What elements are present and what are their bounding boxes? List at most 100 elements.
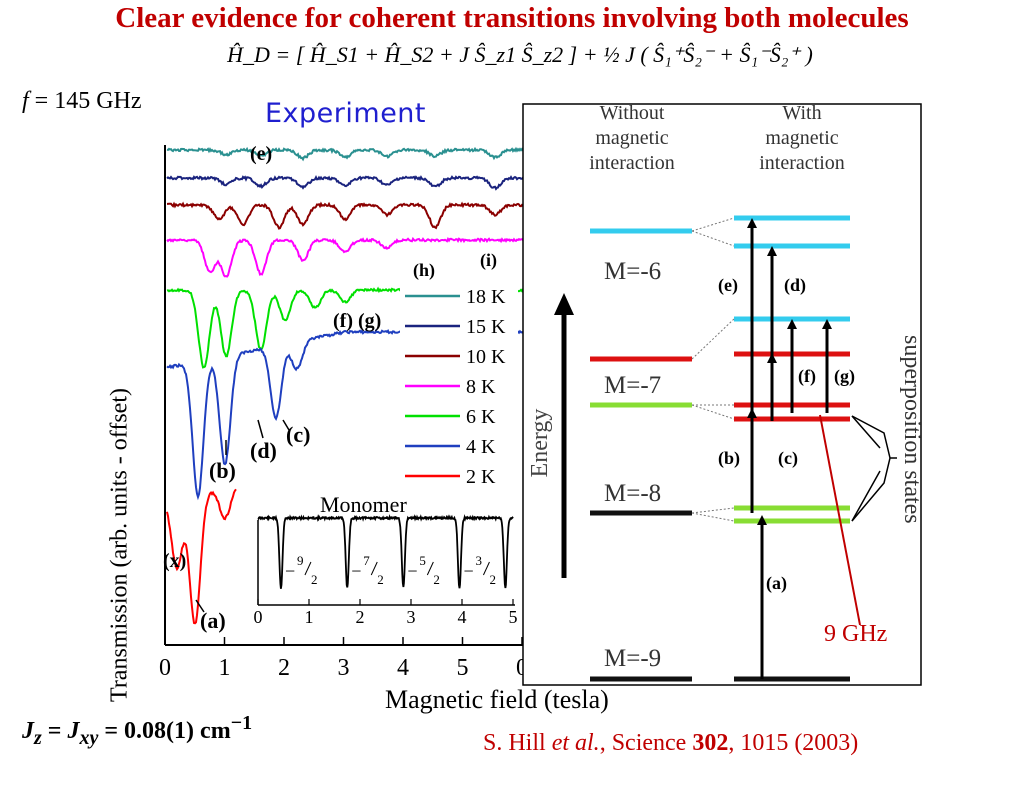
inset-dip-den: 2 xyxy=(489,572,496,587)
coupling-eq: = xyxy=(41,718,68,744)
annotation-h: (h) xyxy=(413,260,435,281)
annotation-d: (d) xyxy=(250,438,277,463)
experiment-label: Experiment xyxy=(265,98,427,129)
ghz-label: 9 GHz xyxy=(824,621,887,647)
transition-arrowhead xyxy=(757,515,767,525)
x-tick-label: 4 xyxy=(397,655,409,681)
superposition-brace-top xyxy=(851,415,897,522)
curve-10k xyxy=(167,201,526,230)
jz-symbol: J xyxy=(22,718,34,744)
column-label-line: With xyxy=(782,103,821,124)
inset-dip-label: − xyxy=(351,561,361,581)
citation-author: S. Hill xyxy=(483,730,552,756)
inset-dip-label: − xyxy=(407,561,417,581)
jz-subscript: z xyxy=(34,726,42,749)
level-connector xyxy=(691,318,735,360)
inset-x-tick-label: 4 xyxy=(458,607,467,627)
column-label-line: interaction xyxy=(589,152,675,174)
annotation-a: (a) xyxy=(200,608,226,633)
curve-2k xyxy=(166,488,237,625)
transition-arrows: (e) (d) (f) (g) (b) (c) (a) xyxy=(718,218,855,679)
jxy-symbol: J xyxy=(67,718,80,744)
transition-label: (e) xyxy=(718,275,738,296)
transition-arrowhead xyxy=(747,218,757,228)
legend-bg xyxy=(400,282,518,306)
energy-label: Energy xyxy=(527,409,553,478)
level-connector xyxy=(691,217,735,232)
citation-rest: , 1015 (2003) xyxy=(728,730,859,756)
legend-label: 2 K xyxy=(466,466,496,488)
inset-dip-slash xyxy=(482,561,490,576)
legend-label: 6 K xyxy=(466,406,496,428)
frequency-var: f xyxy=(22,88,29,114)
transition-label: (f) xyxy=(798,366,816,387)
curve-18k xyxy=(166,146,526,162)
inset-x-tick-label: 1 xyxy=(305,607,314,627)
legend-bg xyxy=(400,342,518,366)
column-with-label: With magnetic interaction xyxy=(759,103,845,174)
inset-curve xyxy=(257,513,514,589)
inset-dip-slash xyxy=(426,561,434,576)
citation-volume: 302 xyxy=(692,730,729,756)
legend-label: 4 K xyxy=(466,436,496,458)
annotation-d-line xyxy=(257,419,264,439)
coupling-value: = 0.08(1) cm xyxy=(98,718,231,744)
annotation-f: (f) xyxy=(333,310,353,332)
inset-x-tick-label: 3 xyxy=(407,607,416,627)
legend-label: 10 K xyxy=(466,346,506,368)
level-label: M=-6 xyxy=(604,258,661,285)
inset-dip-label: − xyxy=(463,561,473,581)
x-tick-label: 3 xyxy=(338,655,350,681)
legend-bg xyxy=(400,372,518,396)
level-label: M=-8 xyxy=(604,480,661,507)
hamiltonian-equation: Ĥ_D = [ Ĥ_S1 + Ĥ_S2 + J Ŝ_z1 Ŝ_z2 ] + ½ … xyxy=(227,42,813,67)
inset-dip-den: 2 xyxy=(377,572,384,587)
inset-x-tick-label: 2 xyxy=(356,607,365,627)
annotation-e: (e) xyxy=(250,143,272,165)
transition-arrowhead xyxy=(787,319,797,329)
legend: 18 K 15 K 10 K 8 K 6 K 4 K 2 K xyxy=(400,282,518,488)
transition-label: (g) xyxy=(834,366,855,387)
x-tick-label: 1 xyxy=(219,655,231,681)
energy-axis-arrowhead xyxy=(554,293,574,315)
energy-levels: M=-6 M=-7 M=-8 M=-9 xyxy=(590,215,850,682)
legend-label: 15 K xyxy=(466,316,506,338)
annotation-b: (b) xyxy=(209,458,236,483)
level-connector xyxy=(691,512,735,522)
transition-label: (c) xyxy=(778,448,798,469)
energy-level-diagram: Without magnetic interaction With magnetic i… xyxy=(522,103,922,686)
x-tick-label: 2 xyxy=(278,655,290,681)
inset-title: Monomer xyxy=(320,492,407,517)
annotation-g: (g) xyxy=(358,310,381,332)
inset-dip-den: 2 xyxy=(311,572,318,587)
column-label-line: magnetic xyxy=(765,127,838,149)
annotation-i: (i) xyxy=(480,250,497,271)
legend-bg xyxy=(400,312,518,336)
superposition-brace-mid xyxy=(851,415,881,522)
legend-bg xyxy=(400,402,518,426)
annotation-group: (e) (h) (i) (f) (g) (d) (c) (b) (x) (a) xyxy=(163,143,497,633)
column-label-line: Without xyxy=(600,103,665,124)
ghz-pointer-line xyxy=(819,414,861,626)
level-connector xyxy=(691,230,735,247)
level-connectors xyxy=(691,217,735,522)
legend-bg xyxy=(400,432,518,456)
legend-bg xyxy=(400,462,518,486)
annotation-c: (c) xyxy=(286,422,310,447)
citation-journal: , Science xyxy=(599,730,693,756)
level-connector xyxy=(691,404,735,420)
inset-x-tick-label: 0 xyxy=(254,607,263,627)
x-axis-label: Magnetic field (tesla) xyxy=(385,685,609,714)
curve-15k xyxy=(166,175,526,191)
curve-8k xyxy=(166,236,526,278)
column-label-line: magnetic xyxy=(595,127,668,149)
level-label: M=-7 xyxy=(604,372,661,399)
inset-dip-slash xyxy=(304,561,312,576)
inset-dip-slash xyxy=(370,561,378,576)
superposition-label: superposition states xyxy=(899,335,922,524)
legend-label: 8 K xyxy=(466,376,496,398)
inset-dip-num: 5 xyxy=(419,553,426,568)
coupling-exponent: −1 xyxy=(230,712,253,734)
inset-dip-labels: −92 −72 −52 −32 xyxy=(285,553,496,587)
